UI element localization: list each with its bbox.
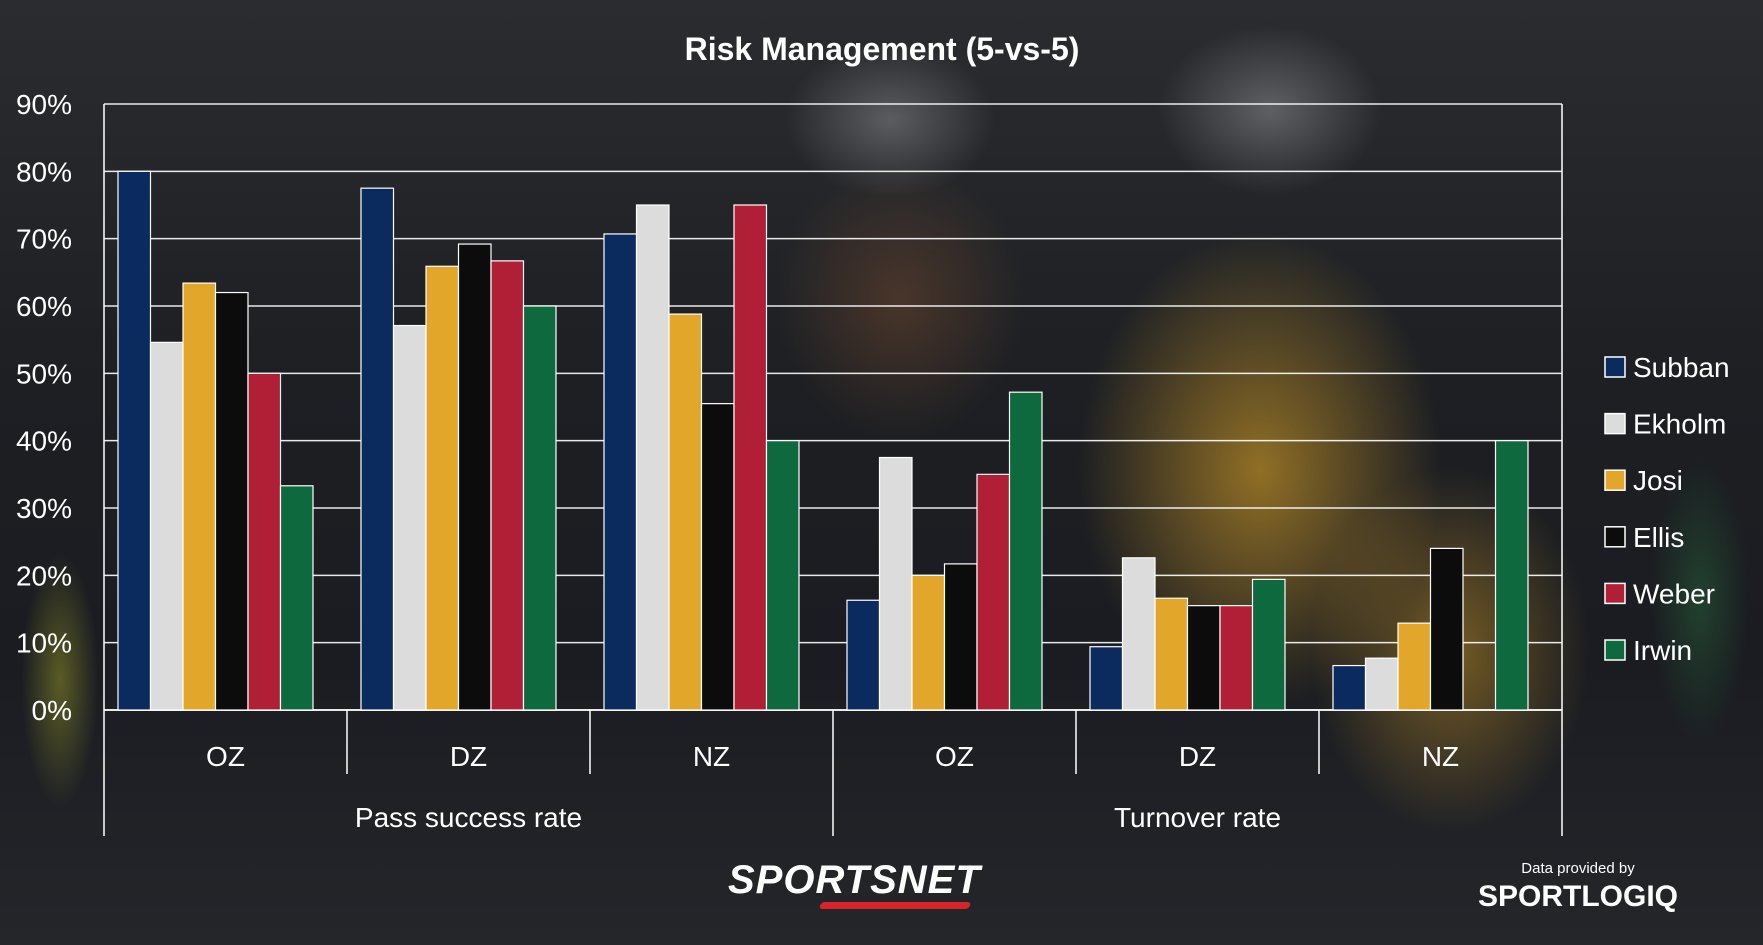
axes [103,104,1563,836]
bar-ellis [700,403,735,711]
sportsnet-logo: SPORTSNET [728,858,981,909]
bar-ekholm [1364,657,1399,711]
x-category-label: OZ [206,741,245,772]
bar-josi [425,265,460,711]
chart-title: Risk Management (5-vs-5) [685,31,1080,67]
legend-swatch-josi [1604,469,1626,491]
bar-subban [1332,664,1367,711]
y-tick-label: 30% [16,493,72,524]
bar-josi [911,574,946,711]
bar-irwin [1008,391,1043,711]
bar-subban [1089,646,1124,711]
legend-swatch-weber [1604,582,1626,605]
bar-josi [668,313,703,711]
x-category-label: OZ [935,741,974,772]
y-tick-label: 80% [16,156,72,187]
legend-swatch-subban [1604,356,1626,378]
bar-subban [603,233,638,711]
y-tick-label: 40% [16,426,72,457]
x-group-label: Turnover rate [1114,802,1281,833]
bar-irwin [279,485,314,711]
bar-weber [1219,605,1254,711]
legend-label-subban: Subban [1633,352,1730,383]
legend: Subban Ekholm Josi Ellis Weber Irwin [1604,352,1730,666]
y-tick-label: 90% [16,89,72,120]
x-category-label: DZ [1179,741,1216,772]
bar-ekholm [878,456,913,711]
bar-irwin [1494,440,1529,711]
bar-ellis [457,243,492,711]
x-category-label: NZ [1422,741,1459,772]
x-category-label: NZ [693,741,730,772]
bar-ellis [214,291,249,711]
bar-subban [846,599,881,711]
legend-label-ellis: Ellis [1633,522,1684,553]
bar-josi [1397,622,1432,711]
y-tick-label: 50% [16,358,72,389]
bar-ekholm [149,341,184,711]
bar-weber [490,260,525,711]
y-tick-label: 70% [16,224,72,255]
y-tick-label: 0% [32,695,72,726]
sportlogiq-logo: SPORTLOGIQ [1478,880,1679,913]
y-tick-label: 10% [16,628,72,659]
y-tick-label: 60% [16,291,72,322]
bar-weber [247,372,282,711]
legend-label-irwin: Irwin [1633,635,1692,666]
bar-weber [733,204,768,711]
legend-swatch-ellis [1604,526,1626,548]
bar-subban [117,170,152,711]
bar-irwin [1251,578,1286,711]
bar-irwin [522,305,557,711]
bar-weber [976,473,1011,711]
gridlines [104,103,1562,711]
bar-ekholm [635,204,670,711]
x-category-labels: OZ DZ NZ OZ DZ NZ [206,741,1459,772]
bar-subban [360,187,395,711]
bar-ellis [1429,547,1464,711]
legend-label-ekholm: Ekholm [1633,409,1726,440]
legend-swatch-irwin [1604,639,1626,661]
y-tick-label: 20% [16,560,72,591]
bar-irwin [765,440,800,711]
legend-swatch-ekholm [1604,412,1626,435]
bar-ellis [943,563,978,711]
bar-josi [1154,597,1189,711]
sportsnet-swoosh-icon [818,902,972,909]
legend-label-josi: Josi [1633,465,1683,496]
data-credit: Data provided by [1521,860,1635,877]
bar-josi [182,282,217,711]
x-category-label: DZ [450,741,487,772]
x-group-labels: Pass success rate Turnover rate [355,802,1281,833]
x-group-label: Pass success rate [355,802,582,833]
bar-ekholm [392,324,427,711]
bar-ellis [1186,605,1221,711]
bar-ekholm [1121,557,1156,711]
bars [117,170,1529,711]
y-tick-labels: 0% 10% 20% 30% 40% 50% 60% 70% 80% 90% [16,89,72,726]
legend-label-weber: Weber [1633,578,1715,609]
